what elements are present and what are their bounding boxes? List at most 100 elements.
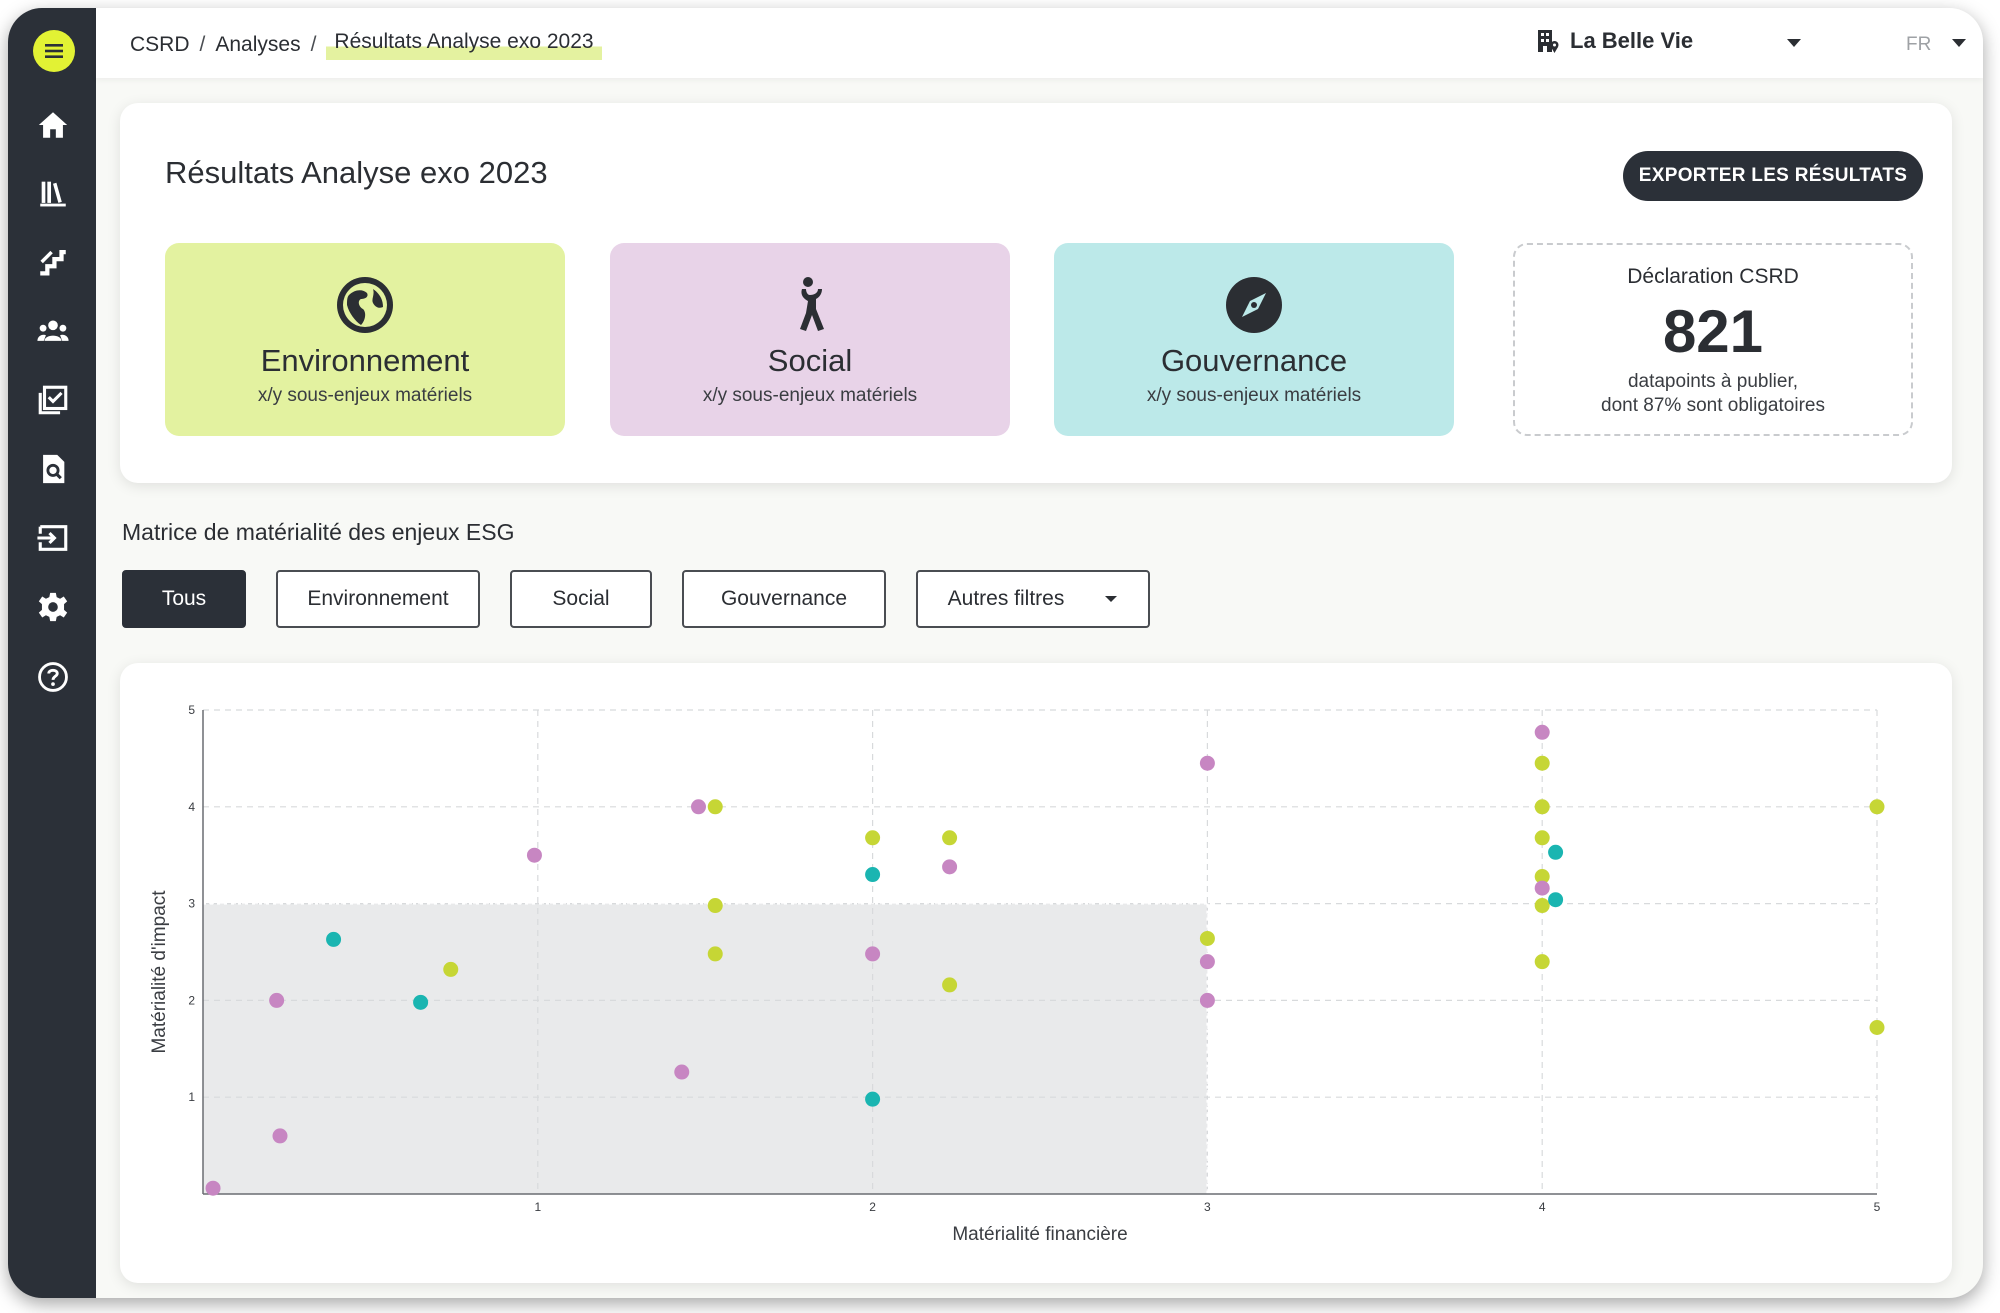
data-point-environnement	[1534, 954, 1550, 970]
data-point-social	[1199, 954, 1215, 970]
x-tick-label: 5	[1874, 1200, 1881, 1214]
breadcrumb-current: Résultats Analyse exo 2023	[326, 30, 602, 60]
export-results-button[interactable]: EXPORTER LES RÉSULTATS	[1623, 151, 1923, 201]
organization-selector[interactable]: La Belle Vie	[1536, 28, 1693, 54]
x-tick-label: 1	[534, 1200, 541, 1214]
chevron-down-icon[interactable]	[1786, 38, 1802, 48]
globe-icon	[337, 277, 393, 333]
y-axis-title: Matérialité d'impact	[149, 890, 170, 1054]
data-point-gouvernance	[413, 994, 429, 1010]
y-tick-label: 1	[188, 1090, 195, 1104]
tile-gouvernance[interactable]: Gouvernance x/y sous-enjeux matériels	[1054, 243, 1454, 436]
sidebar-item-import[interactable]	[34, 519, 72, 557]
data-point-environnement	[707, 898, 723, 914]
help-icon	[38, 662, 68, 692]
summary-card: Résultats Analyse exo 2023 EXPORTER LES …	[120, 103, 1952, 483]
tile-subtitle: x/y sous-enjeux matériels	[702, 385, 918, 406]
data-point-environnement	[1534, 898, 1550, 914]
tile-subtitle: x/y sous-enjeux matériels	[1146, 385, 1362, 406]
checklist-icon	[38, 385, 68, 415]
sidebar-item-settings[interactable]	[34, 588, 72, 626]
filter-gouvernance[interactable]: Gouvernance	[682, 570, 886, 628]
tile-environnement[interactable]: Environnement x/y sous-enjeux matériels	[165, 243, 565, 436]
data-point-social	[1534, 724, 1550, 740]
data-point-environnement	[707, 946, 723, 962]
sidebar-item-home[interactable]	[34, 106, 72, 144]
tile-title: Gouvernance	[1160, 343, 1348, 378]
x-axis-title: Matérialité financière	[952, 1224, 1127, 1245]
data-point-environnement	[942, 977, 958, 993]
data-point-gouvernance	[1548, 844, 1564, 860]
stairs-icon	[40, 249, 66, 276]
import-icon	[37, 525, 68, 551]
app-window: CSRD / Analyses / Résultats Analyse exo …	[8, 8, 1983, 1298]
organization-name: La Belle Vie	[1570, 28, 1694, 53]
declaration-caption-line: dont 87% sont obligatoires	[1601, 395, 1825, 416]
x-tick-label: 4	[1539, 1200, 1546, 1214]
matrix-section-title: Matrice de matérialité des enjeux ESG	[122, 519, 515, 545]
data-point-social	[865, 946, 881, 962]
declaration-caption-line: datapoints à publier,	[1627, 371, 1799, 392]
data-point-social	[269, 992, 285, 1008]
sidebar-item-help[interactable]	[34, 658, 72, 696]
breadcrumb-item[interactable]: Analyses	[215, 33, 301, 56]
data-point-environnement	[1869, 799, 1885, 815]
data-point-social	[526, 847, 542, 863]
csrd-declaration-panel: Déclaration CSRD 821 datapoints à publie…	[1513, 243, 1913, 436]
breadcrumb: CSRD / Analyses / Résultats Analyse exo …	[130, 30, 602, 60]
tile-title: Environnement	[260, 343, 470, 378]
tile-subtitle: x/y sous-enjeux matériels	[257, 385, 473, 406]
tile-social[interactable]: Social x/y sous-enjeux matériels	[610, 243, 1010, 436]
more-filters-dropdown[interactable]: Autres filtres	[916, 570, 1150, 628]
data-point-gouvernance	[326, 931, 342, 947]
scatter-plot: 1 2 3 4 5 1 2 3 4 5 Matérialité financière Matérial…	[149, 703, 1885, 1245]
filter-environnement[interactable]: Environnement	[276, 570, 480, 628]
declaration-title: Déclaration CSRD	[1627, 265, 1799, 288]
data-point-environnement	[1534, 830, 1550, 846]
library-icon	[40, 181, 66, 207]
filter-tous[interactable]: Tous	[122, 570, 246, 628]
data-point-environnement	[942, 830, 958, 846]
breadcrumb-item[interactable]: CSRD	[130, 33, 190, 56]
y-tick-label: 4	[188, 800, 195, 814]
data-point-environnement	[1534, 755, 1550, 771]
home-icon	[38, 112, 68, 138]
materiality-matrix-chart: 1 2 3 4 5 1 2 3 4 5 Matérialité financière Matérial…	[120, 663, 1952, 1283]
data-point-social	[1199, 992, 1215, 1008]
data-point-environnement	[707, 799, 723, 815]
breadcrumb-separator: /	[310, 33, 317, 56]
data-point-gouvernance	[865, 1091, 881, 1107]
y-tick-label: 3	[188, 897, 195, 911]
data-point-gouvernance	[1548, 892, 1564, 908]
more-filters-label: Autres filtres	[947, 587, 1065, 610]
x-tick-label: 2	[869, 1200, 876, 1214]
data-point-social	[674, 1064, 690, 1080]
data-point-social	[1534, 880, 1550, 896]
sidebar	[8, 8, 96, 1298]
data-point-environnement	[865, 830, 881, 846]
building-icon	[1538, 30, 1559, 53]
y-tick-label: 2	[188, 993, 195, 1007]
data-point-environnement	[1534, 868, 1550, 884]
language-selector[interactable]: FR	[1906, 34, 1932, 55]
y-tick-label: 5	[188, 703, 195, 717]
sidebar-item-steps[interactable]	[34, 243, 72, 281]
compass-icon	[1226, 277, 1282, 333]
data-point-environnement	[1199, 930, 1215, 946]
top-bar: CSRD / Analyses / Résultats Analyse exo …	[96, 8, 1983, 78]
data-point-environnement	[443, 961, 459, 977]
sidebar-item-tasks[interactable]	[34, 381, 72, 419]
x-tick-label: 3	[1204, 1200, 1211, 1214]
data-point-social	[942, 859, 958, 875]
data-point-social	[205, 1180, 221, 1196]
sidebar-item-stakeholders[interactable]	[34, 312, 72, 350]
filter-social[interactable]: Social	[510, 570, 652, 628]
document-search-icon	[43, 454, 65, 484]
menu-button[interactable]	[33, 30, 75, 72]
sidebar-item-audit[interactable]	[34, 450, 72, 488]
page-title: Résultats Analyse exo 2023	[165, 155, 548, 190]
shaded-region	[203, 903, 1208, 1194]
sidebar-item-library[interactable]	[34, 174, 72, 212]
chevron-down-icon[interactable]	[1951, 38, 1967, 48]
data-point-gouvernance	[865, 867, 881, 883]
